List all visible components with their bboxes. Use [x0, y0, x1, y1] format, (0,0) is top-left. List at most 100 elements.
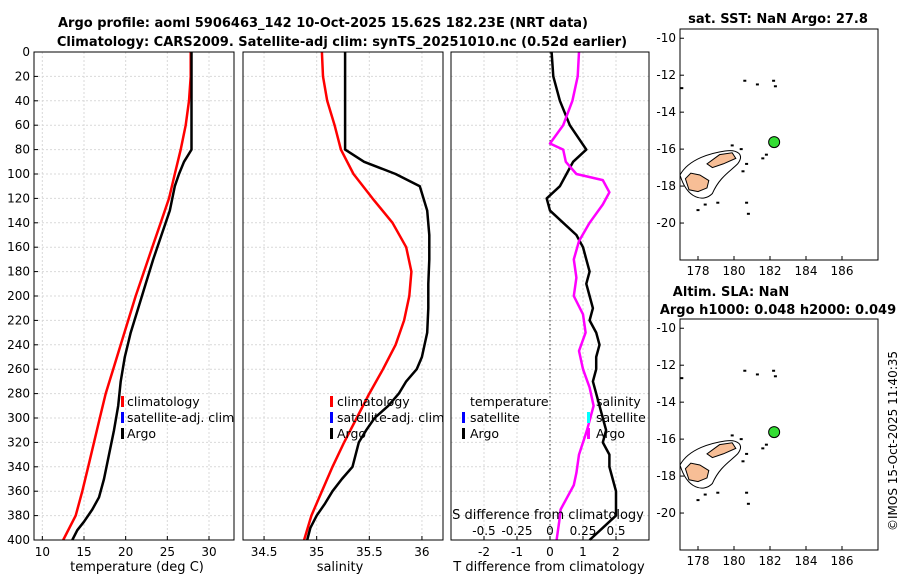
- argo-position-marker: [768, 426, 781, 439]
- y-tick-label: -16: [656, 142, 676, 156]
- y-tick-label: 280: [7, 387, 30, 401]
- sst-map-ticks: 178 180 182 184 186 -10 -12 -14 -16 -18 -20: [656, 31, 853, 278]
- islet: [680, 377, 684, 380]
- s-tick-label: 0.5: [606, 524, 625, 538]
- island-viti-levu: [684, 462, 710, 483]
- y-tick-label: 200: [7, 289, 30, 303]
- islet: [745, 162, 749, 165]
- y-tick-label: -18: [656, 179, 676, 193]
- y-tick-label: 300: [7, 411, 30, 425]
- y-tick-label: 40: [15, 94, 30, 108]
- s-tick-label: 0.25: [570, 524, 597, 538]
- sla-map-axes-box: [679, 318, 879, 551]
- argo-position-marker: [768, 136, 781, 149]
- x-tick-label: 30: [201, 545, 216, 559]
- legend-swatch-satellite-t: [462, 412, 465, 423]
- temperature-grid: [34, 51, 234, 541]
- legend-label-argo-t: Argo: [470, 426, 499, 441]
- legend-swatch-argo-t: [462, 428, 465, 439]
- y-tick-label: 80: [15, 143, 30, 157]
- islet: [772, 79, 776, 82]
- y-tick-label: 340: [7, 460, 30, 474]
- sst-map-title: sat. SST: NaN Argo: 27.8: [688, 12, 868, 27]
- legend-label-satellite: satellite-adj. clim: [337, 410, 444, 425]
- islet: [746, 212, 750, 215]
- reef-contour: [679, 440, 741, 489]
- x-tick-label: 35: [309, 545, 324, 559]
- islet: [746, 502, 750, 505]
- y-tick-label: -16: [656, 432, 676, 446]
- islet: [696, 209, 700, 212]
- salinity-panel: 34.5 35 35.5 36 salinity climatology satell…: [242, 51, 444, 575]
- island-vanua-levu: [706, 442, 737, 459]
- salinity-xticks: 34.5 35 35.5 36: [251, 536, 430, 559]
- legend-label-temperature: temperature: [470, 394, 549, 409]
- y-tick-label: -10: [656, 321, 676, 335]
- y-tick-label: 220: [7, 313, 30, 327]
- y-tick-label: -20: [656, 506, 676, 520]
- x-tick-label: 182: [759, 264, 782, 278]
- s-difference-ticks: -0.5 -0.25 0 0.25 0.5: [472, 524, 625, 538]
- series-line: [62, 52, 192, 541]
- sla-map-title-line1: Altim. SLA: NaN: [673, 285, 789, 300]
- islet: [743, 79, 747, 82]
- x-tick-label: 180: [723, 554, 746, 568]
- x-tick-label: 2: [612, 545, 620, 559]
- x-tick-label: 186: [831, 554, 854, 568]
- y-tick-label: -12: [656, 68, 676, 82]
- x-tick-label: 180: [723, 264, 746, 278]
- x-tick-label: 1: [579, 545, 587, 559]
- salinity-xlabel: salinity: [317, 560, 364, 575]
- salinity-legend: climatology satellite-adj. clim Argo: [330, 394, 444, 441]
- y-tick-label: 360: [7, 484, 30, 498]
- sst-map-axes-box: [679, 28, 879, 261]
- islet: [755, 373, 759, 376]
- islet: [745, 491, 749, 494]
- legend-label-argo: Argo: [337, 426, 366, 441]
- islet: [773, 375, 777, 378]
- y-tick-label: 60: [15, 118, 30, 132]
- islet: [716, 201, 720, 204]
- y-tick-label: 100: [7, 167, 30, 181]
- y-tick-label: 0: [22, 45, 30, 59]
- difference-series: [545, 51, 618, 541]
- legend-swatch-argo-s: [587, 428, 590, 439]
- islet: [703, 203, 707, 206]
- island-vanua-levu: [706, 152, 737, 169]
- x-tick-label: 182: [759, 554, 782, 568]
- t-difference-xlabel: T difference from climatology: [452, 560, 645, 575]
- s-tick-label: -0.5: [472, 524, 495, 538]
- x-tick-label: 15: [76, 545, 91, 559]
- sla-map-land: [679, 369, 777, 505]
- series-line: [548, 51, 611, 541]
- y-tick-label: -12: [656, 358, 676, 372]
- islet: [772, 369, 776, 372]
- x-tick-label: 0: [546, 545, 554, 559]
- series-line: [545, 51, 618, 541]
- series-line: [302, 51, 413, 541]
- islet: [764, 153, 768, 156]
- sla-map-argo-marker: [768, 426, 781, 439]
- islet: [755, 83, 759, 86]
- island-viti-levu: [684, 172, 710, 193]
- legend-label-argo-s: Argo: [596, 426, 625, 441]
- salinity-axes-box: [242, 51, 444, 541]
- islet: [741, 460, 745, 463]
- islet: [764, 443, 768, 446]
- temperature-panel: 10 15 20 25 30 0 20 40 60 80 100 120 140 160 180 200 22…: [7, 45, 235, 575]
- s-difference-xlabel: S difference from climatology: [452, 508, 644, 523]
- islet: [696, 499, 700, 502]
- temperature-legend: climatology satellite-adj. clim Argo: [121, 394, 234, 441]
- depth-yticks: 0 20 40 60 80 100 120 140 160 180 200 220 240 260 280 3…: [7, 45, 38, 547]
- x-tick-label: 184: [795, 264, 818, 278]
- x-tick-label: 186: [831, 264, 854, 278]
- legend-swatch-climatology: [121, 396, 124, 407]
- islet: [743, 369, 747, 372]
- islet: [680, 87, 684, 90]
- y-tick-label: 320: [7, 435, 30, 449]
- series-line: [71, 52, 193, 541]
- legend-label-argo: Argo: [127, 426, 156, 441]
- x-tick-label: 184: [795, 554, 818, 568]
- s-tick-label: -0.25: [501, 524, 532, 538]
